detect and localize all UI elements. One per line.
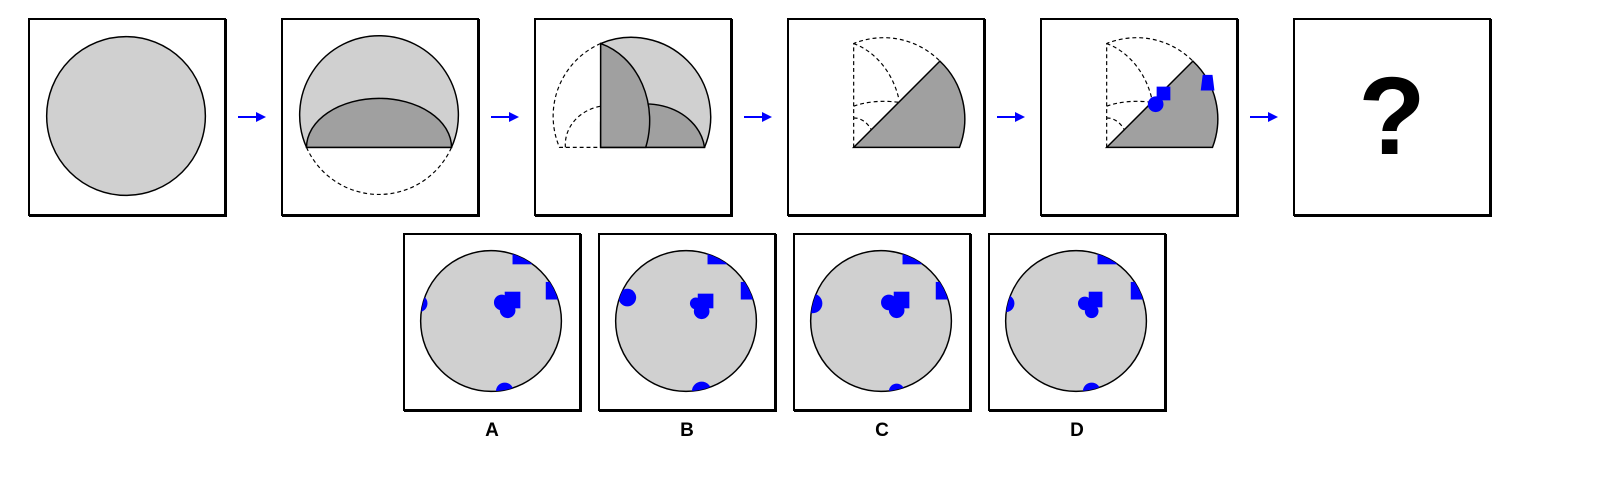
option-c-panel[interactable] <box>793 233 971 411</box>
arrow-icon <box>491 112 519 122</box>
hole-square <box>1088 291 1103 308</box>
option-a-panel[interactable] <box>403 233 581 411</box>
step-4-panel <box>787 18 985 216</box>
paper-circle <box>419 249 563 393</box>
hole-square <box>504 291 521 309</box>
paper-circle <box>1004 249 1148 393</box>
option-d-figure <box>1004 249 1148 393</box>
option-b-figure <box>614 249 758 393</box>
step-3-figure <box>552 36 712 149</box>
hole-circle <box>495 382 514 392</box>
step-5-figure <box>1104 37 1219 149</box>
option-b-panel[interactable] <box>598 233 776 411</box>
arrow-icon <box>744 112 772 122</box>
option-a-label[interactable]: A <box>485 420 499 441</box>
option-c-figure <box>809 249 953 393</box>
hole-circle <box>691 381 712 392</box>
folded-outline-dashed <box>552 42 601 148</box>
hole-circle <box>420 294 428 313</box>
option-d-panel[interactable] <box>988 233 1166 411</box>
paper-circle <box>45 35 207 197</box>
hole-circle <box>618 288 637 307</box>
inner-fold-dashed <box>853 42 900 99</box>
question-mark: ? <box>1358 55 1426 178</box>
step-3-panel <box>534 18 732 216</box>
punched-hole-square <box>1156 86 1171 101</box>
folded-outline-dashed <box>305 147 453 195</box>
step-1-panel <box>28 18 226 216</box>
hole-circle <box>1005 294 1015 313</box>
option-d-label[interactable]: D <box>1070 420 1084 441</box>
inner-fold-dashed <box>1106 100 1152 107</box>
punched-hole-edge-square <box>1200 74 1215 91</box>
inner-fold-dashed <box>853 100 899 107</box>
paper-circle <box>614 249 758 393</box>
option-a-figure <box>419 249 563 393</box>
inner-fold-dashed <box>1106 42 1153 99</box>
answer-panel: ? <box>1293 18 1491 216</box>
inner-fold-dashed <box>564 105 601 148</box>
hole-circle <box>1084 304 1099 319</box>
folded-flap-left <box>599 42 651 149</box>
step-5-panel <box>1040 18 1238 216</box>
hole-square <box>893 291 910 309</box>
paper-circle <box>809 249 953 393</box>
arrow-icon <box>997 112 1025 122</box>
step-2-panel <box>281 18 479 216</box>
step-1-figure <box>45 35 207 197</box>
folded-outline-dashed <box>1106 37 1194 148</box>
hole-square <box>697 293 714 309</box>
step-2-figure <box>298 35 460 195</box>
inner-fold-dashed <box>1106 117 1125 131</box>
option-b-label[interactable]: B <box>680 420 694 441</box>
step-4-figure <box>851 37 966 149</box>
folded-flap <box>305 97 453 149</box>
folded-outline-dashed <box>853 37 941 148</box>
hole-circle <box>1082 382 1101 392</box>
option-c-label[interactable]: C <box>875 420 889 441</box>
arrow-icon <box>238 112 266 122</box>
hole-circle <box>888 383 905 392</box>
arrow-icon <box>1250 112 1278 122</box>
folded-wedge <box>851 60 966 149</box>
inner-fold-dashed <box>853 117 872 131</box>
